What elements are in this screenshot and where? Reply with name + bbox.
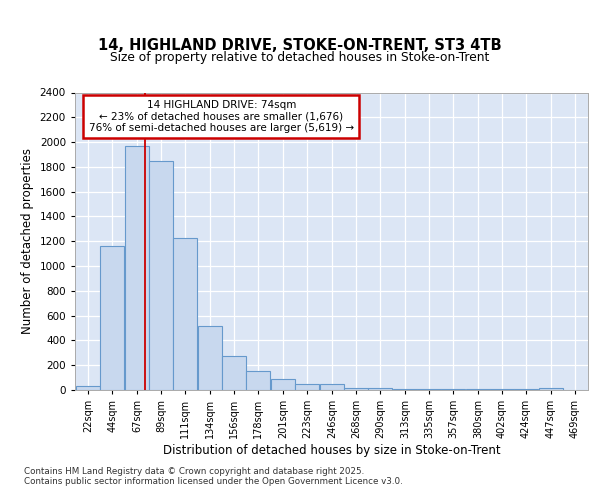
Bar — [149, 160, 173, 390]
Text: Contains public sector information licensed under the Open Government Licence v3: Contains public sector information licen… — [24, 477, 403, 486]
Bar — [539, 388, 563, 390]
X-axis label: Distribution of detached houses by size in Stoke-on-Trent: Distribution of detached houses by size … — [163, 444, 500, 457]
Y-axis label: Number of detached properties: Number of detached properties — [21, 148, 34, 334]
Bar — [344, 388, 368, 390]
Bar — [223, 356, 246, 390]
Text: Contains HM Land Registry data © Crown copyright and database right 2025.: Contains HM Land Registry data © Crown c… — [24, 467, 364, 476]
Bar — [100, 246, 124, 390]
Bar — [368, 388, 392, 390]
Bar — [76, 386, 100, 390]
Bar — [125, 146, 149, 390]
Bar — [320, 384, 344, 390]
Bar — [247, 372, 270, 390]
Text: Size of property relative to detached houses in Stoke-on-Trent: Size of property relative to detached ho… — [110, 50, 490, 64]
Bar — [199, 326, 222, 390]
Bar — [173, 238, 197, 390]
Text: 14 HIGHLAND DRIVE: 74sqm
← 23% of detached houses are smaller (1,676)
76% of sem: 14 HIGHLAND DRIVE: 74sqm ← 23% of detach… — [89, 100, 354, 133]
Bar — [271, 379, 295, 390]
Text: 14, HIGHLAND DRIVE, STOKE-ON-TRENT, ST3 4TB: 14, HIGHLAND DRIVE, STOKE-ON-TRENT, ST3 … — [98, 38, 502, 52]
Bar — [295, 384, 319, 390]
